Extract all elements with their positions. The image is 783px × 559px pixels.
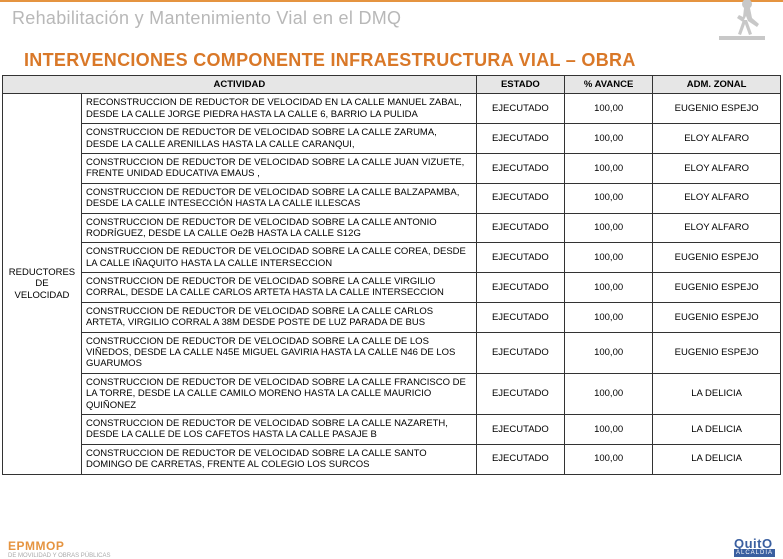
table-row: CONSTRUCCION DE REDUCTOR DE VELOCIDAD SO… [3, 273, 781, 303]
activity-cell: CONSTRUCCION DE REDUCTOR DE VELOCIDAD SO… [81, 183, 476, 213]
category-cell: REDUCTORES DE VELOCIDAD [3, 94, 82, 474]
table-row: CONSTRUCCION DE REDUCTOR DE VELOCIDAD SO… [3, 183, 781, 213]
admzonal-cell: ELOY ALFARO [653, 124, 781, 154]
page-footer: EPMMOP DE MOVILIDAD Y OBRAS PÚBLICAS Qui… [8, 537, 775, 557]
activity-cell: CONSTRUCCION DE REDUCTOR DE VELOCIDAD SO… [81, 213, 476, 243]
table-row: CONSTRUCCION DE REDUCTOR DE VELOCIDAD SO… [3, 243, 781, 273]
table-row: CONSTRUCCION DE REDUCTOR DE VELOCIDAD SO… [3, 153, 781, 183]
table-row: CONSTRUCCION DE REDUCTOR DE VELOCIDAD SO… [3, 124, 781, 154]
admzonal-cell: ELOY ALFARO [653, 153, 781, 183]
table-row: CONSTRUCCION DE REDUCTOR DE VELOCIDAD SO… [3, 373, 781, 414]
activity-cell: CONSTRUCCION DE REDUCTOR DE VELOCIDAD SO… [81, 373, 476, 414]
avance-cell: 100,00 [565, 444, 653, 474]
activity-cell: CONSTRUCCION DE REDUCTOR DE VELOCIDAD SO… [81, 332, 476, 373]
estado-cell: EJECUTADO [476, 373, 564, 414]
quito-logo-sub: ALCALDÍA [734, 549, 775, 557]
avance-cell: 100,00 [565, 124, 653, 154]
admzonal-cell: EUGENIO ESPEJO [653, 94, 781, 124]
admzonal-cell: LA DELICIA [653, 414, 781, 444]
table-row: CONSTRUCCION DE REDUCTOR DE VELOCIDAD SO… [3, 213, 781, 243]
page-title: INTERVENCIONES COMPONENTE INFRAESTRUCTUR… [0, 48, 783, 75]
worker-icon [719, 0, 765, 40]
table-header-row: ACTIVIDAD ESTADO % AVANCE ADM. ZONAL [3, 76, 781, 94]
admzonal-cell: EUGENIO ESPEJO [653, 302, 781, 332]
estado-cell: EJECUTADO [476, 302, 564, 332]
avance-cell: 100,00 [565, 414, 653, 444]
avance-cell: 100,00 [565, 153, 653, 183]
page-header: Rehabilitación y Mantenimiento Vial en e… [0, 0, 783, 48]
estado-cell: EJECUTADO [476, 183, 564, 213]
admzonal-cell: EUGENIO ESPEJO [653, 273, 781, 303]
estado-cell: EJECUTADO [476, 273, 564, 303]
activity-cell: CONSTRUCCION DE REDUCTOR DE VELOCIDAD SO… [81, 243, 476, 273]
header-subtitle: Rehabilitación y Mantenimiento Vial en e… [12, 8, 401, 28]
table-container: ACTIVIDAD ESTADO % AVANCE ADM. ZONAL RED… [0, 75, 783, 475]
activity-cell: CONSTRUCCION DE REDUCTOR DE VELOCIDAD SO… [81, 153, 476, 183]
estado-cell: EJECUTADO [476, 332, 564, 373]
table-row: CONSTRUCCION DE REDUCTOR DE VELOCIDAD SO… [3, 414, 781, 444]
activity-cell: RECONSTRUCCION DE REDUCTOR DE VELOCIDAD … [81, 94, 476, 124]
admzonal-cell: LA DELICIA [653, 373, 781, 414]
footer-left-logo: EPMMOP DE MOVILIDAD Y OBRAS PÚBLICAS [8, 537, 775, 559]
estado-cell: EJECUTADO [476, 243, 564, 273]
col-header-actividad: ACTIVIDAD [3, 76, 477, 94]
avance-cell: 100,00 [565, 213, 653, 243]
avance-cell: 100,00 [565, 243, 653, 273]
table-row: REDUCTORES DE VELOCIDADRECONSTRUCCION DE… [3, 94, 781, 124]
estado-cell: EJECUTADO [476, 124, 564, 154]
col-header-admzonal: ADM. ZONAL [653, 76, 781, 94]
table-row: CONSTRUCCION DE REDUCTOR DE VELOCIDAD SO… [3, 302, 781, 332]
activity-cell: CONSTRUCCION DE REDUCTOR DE VELOCIDAD SO… [81, 414, 476, 444]
activity-cell: CONSTRUCCION DE REDUCTOR DE VELOCIDAD SO… [81, 273, 476, 303]
admzonal-cell: EUGENIO ESPEJO [653, 243, 781, 273]
estado-cell: EJECUTADO [476, 213, 564, 243]
interventions-table: ACTIVIDAD ESTADO % AVANCE ADM. ZONAL RED… [2, 75, 781, 475]
col-header-avance: % AVANCE [565, 76, 653, 94]
epmmop-logo-text: EPMMOP [8, 539, 64, 553]
estado-cell: EJECUTADO [476, 153, 564, 183]
avance-cell: 100,00 [565, 273, 653, 303]
admzonal-cell: EUGENIO ESPEJO [653, 332, 781, 373]
admzonal-cell: ELOY ALFARO [653, 183, 781, 213]
quito-logo-text: QuitO [734, 536, 775, 551]
avance-cell: 100,00 [565, 94, 653, 124]
admzonal-cell: LA DELICIA [653, 444, 781, 474]
activity-cell: CONSTRUCCION DE REDUCTOR DE VELOCIDAD SO… [81, 302, 476, 332]
estado-cell: EJECUTADO [476, 94, 564, 124]
avance-cell: 100,00 [565, 332, 653, 373]
avance-cell: 100,00 [565, 302, 653, 332]
col-header-estado: ESTADO [476, 76, 564, 94]
avance-cell: 100,00 [565, 373, 653, 414]
avance-cell: 100,00 [565, 183, 653, 213]
admzonal-cell: ELOY ALFARO [653, 213, 781, 243]
footer-right-logo: QuitO ALCALDÍA [734, 536, 775, 557]
activity-cell: CONSTRUCCION DE REDUCTOR DE VELOCIDAD SO… [81, 124, 476, 154]
table-row: CONSTRUCCION DE REDUCTOR DE VELOCIDAD SO… [3, 332, 781, 373]
estado-cell: EJECUTADO [476, 414, 564, 444]
epmmop-logo-sub: DE MOVILIDAD Y OBRAS PÚBLICAS [8, 553, 775, 559]
estado-cell: EJECUTADO [476, 444, 564, 474]
activity-cell: CONSTRUCCION DE REDUCTOR DE VELOCIDAD SO… [81, 444, 476, 474]
table-row: CONSTRUCCION DE REDUCTOR DE VELOCIDAD SO… [3, 444, 781, 474]
